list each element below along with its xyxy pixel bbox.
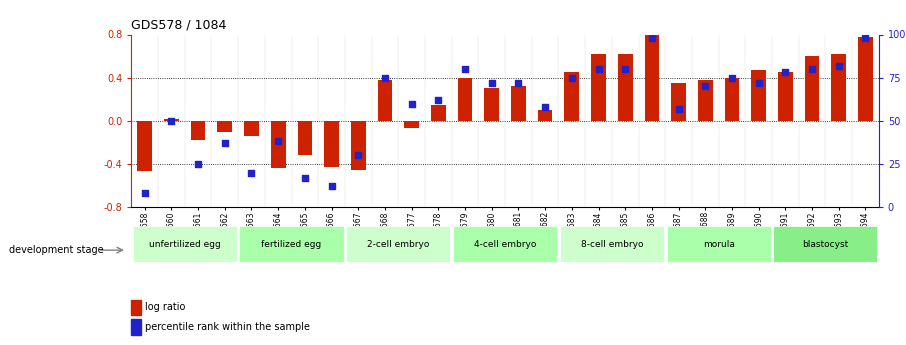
Bar bbox=[191, 121, 206, 140]
Point bbox=[725, 75, 739, 80]
Point bbox=[351, 152, 365, 158]
Point bbox=[832, 63, 846, 68]
Point bbox=[324, 184, 339, 189]
Point bbox=[431, 97, 446, 103]
Text: fertilized egg: fertilized egg bbox=[262, 239, 322, 249]
Point bbox=[271, 139, 285, 144]
Text: log ratio: log ratio bbox=[145, 303, 185, 313]
Point bbox=[564, 75, 579, 80]
FancyBboxPatch shape bbox=[346, 226, 450, 262]
Text: 2-cell embryo: 2-cell embryo bbox=[367, 239, 429, 249]
Bar bbox=[858, 37, 872, 121]
Bar bbox=[217, 121, 232, 131]
Bar bbox=[832, 54, 846, 121]
Point bbox=[751, 80, 766, 86]
FancyBboxPatch shape bbox=[132, 226, 236, 262]
Bar bbox=[458, 78, 472, 121]
Bar bbox=[164, 119, 178, 121]
Bar bbox=[378, 80, 392, 121]
Point bbox=[164, 118, 178, 124]
Bar bbox=[131, 299, 141, 315]
Point bbox=[378, 75, 392, 80]
Text: blastocyst: blastocyst bbox=[803, 239, 849, 249]
Point bbox=[858, 35, 872, 41]
Bar bbox=[644, 34, 660, 121]
Point bbox=[805, 66, 819, 72]
Bar bbox=[778, 72, 793, 121]
FancyBboxPatch shape bbox=[453, 226, 557, 262]
Point bbox=[538, 104, 553, 110]
Text: morula: morula bbox=[703, 239, 735, 249]
Point bbox=[511, 80, 525, 86]
Text: 8-cell embryo: 8-cell embryo bbox=[581, 239, 643, 249]
Bar bbox=[538, 110, 553, 121]
Point bbox=[458, 66, 472, 72]
Point bbox=[698, 83, 712, 89]
Bar bbox=[725, 78, 739, 121]
Text: 4-cell embryo: 4-cell embryo bbox=[474, 239, 536, 249]
FancyBboxPatch shape bbox=[667, 226, 771, 262]
Point bbox=[404, 101, 419, 106]
Text: development stage: development stage bbox=[9, 245, 103, 255]
Bar bbox=[805, 56, 819, 121]
Bar bbox=[431, 105, 446, 121]
FancyBboxPatch shape bbox=[239, 226, 343, 262]
Point bbox=[778, 70, 793, 75]
Point bbox=[671, 106, 686, 111]
Bar bbox=[698, 80, 713, 121]
Bar bbox=[511, 86, 525, 121]
Point bbox=[592, 66, 606, 72]
Point bbox=[191, 161, 206, 167]
Bar bbox=[618, 54, 632, 121]
Bar bbox=[297, 121, 313, 155]
Point bbox=[245, 170, 259, 175]
Text: unfertilized egg: unfertilized egg bbox=[149, 239, 221, 249]
Bar bbox=[324, 121, 339, 167]
Bar bbox=[671, 83, 686, 121]
Bar bbox=[271, 121, 285, 168]
Bar bbox=[138, 121, 152, 171]
Point bbox=[618, 66, 632, 72]
Point bbox=[138, 190, 152, 196]
Bar bbox=[564, 72, 579, 121]
FancyBboxPatch shape bbox=[774, 226, 878, 262]
Bar bbox=[404, 121, 419, 128]
Bar bbox=[244, 121, 259, 136]
Point bbox=[485, 80, 499, 86]
Text: percentile rank within the sample: percentile rank within the sample bbox=[145, 322, 310, 332]
Point bbox=[645, 35, 660, 41]
Bar bbox=[131, 319, 141, 335]
Bar bbox=[592, 54, 606, 121]
Bar bbox=[751, 70, 766, 121]
Point bbox=[217, 140, 232, 146]
Point bbox=[298, 175, 313, 180]
Text: GDS578 / 1084: GDS578 / 1084 bbox=[131, 19, 226, 32]
FancyBboxPatch shape bbox=[560, 226, 664, 262]
Bar bbox=[485, 88, 499, 121]
Bar bbox=[351, 121, 366, 170]
